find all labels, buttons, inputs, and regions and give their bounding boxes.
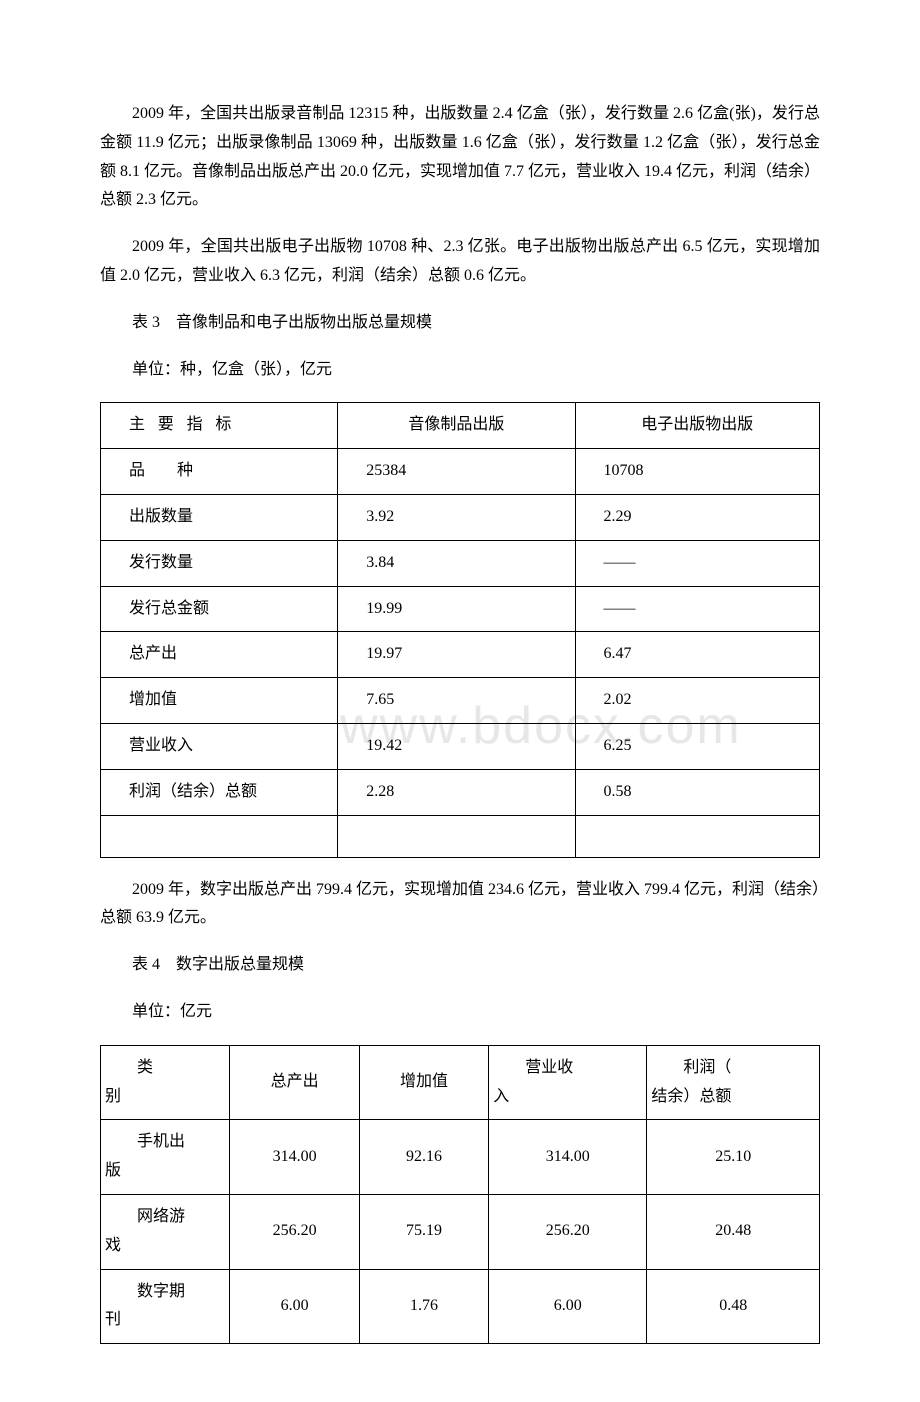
table-cell: 7.65 [338,678,575,724]
table-cell: 20.48 [647,1194,820,1269]
table-cell: 3.92 [338,494,575,540]
table-header-cell: 类 别 [101,1045,230,1120]
table-cell: 发行数量 [101,540,338,586]
table-cell: 6.00 [489,1269,647,1344]
table-cell: 出版数量 [101,494,338,540]
table-header-cell: 利润（ 结余）总额 [647,1045,820,1120]
table-cell: —— [575,586,819,632]
table-cell: 10708 [575,449,819,495]
table-cell: 品 种 [101,449,338,495]
cell-line1: 营业收 [493,1054,634,1083]
table-row: 手机出 版 314.00 92.16 314.00 25.10 [101,1120,820,1195]
table-row: 发行总金额 19.99 —— [101,586,820,632]
table-row: 网络游 戏 256.20 75.19 256.20 20.48 [101,1194,820,1269]
table-row: 利润（结余）总额 2.28 0.58 [101,769,820,815]
cell-line1: 利润（ [651,1054,807,1083]
table-cell: —— [575,540,819,586]
cell-line1: 网络游 [105,1203,217,1232]
table-row: 营业收入 19.42 6.25 [101,723,820,769]
table-cell: 网络游 戏 [101,1194,230,1269]
table-header-cell: 音像制品出版 [338,403,575,449]
table-cell: 256.20 [489,1194,647,1269]
table-cell: 总产出 [101,632,338,678]
table-row [101,815,820,857]
table-cell: 256.20 [230,1194,359,1269]
table-row: 总产出 19.97 6.47 [101,632,820,678]
table-cell: 19.42 [338,723,575,769]
table-cell: 25.10 [647,1120,820,1195]
cell-line2: 戏 [105,1232,217,1261]
cell-line2: 别 [105,1083,217,1112]
cell-line2: 刊 [105,1306,217,1335]
table-cell: 92.16 [359,1120,488,1195]
cell-line2: 版 [105,1157,217,1186]
table-cell: 2.28 [338,769,575,815]
table-cell: 数字期 刊 [101,1269,230,1344]
table-cell: 2.29 [575,494,819,540]
table-cell: 314.00 [489,1120,647,1195]
table-cell: 314.00 [230,1120,359,1195]
paragraph-1: 2009 年，全国共出版录音制品 12315 种，出版数量 2.4 亿盒（张），… [100,100,820,215]
table-cell: 增加值 [101,678,338,724]
table-row: 增加值 7.65 2.02 [101,678,820,724]
table-cell: 6.25 [575,723,819,769]
table3-title: 表 3 音像制品和电子出版物出版总量规模 [100,309,820,338]
table-cell: 0.58 [575,769,819,815]
table-cell: 19.97 [338,632,575,678]
table-cell: 19.99 [338,586,575,632]
table4-title: 表 4 数字出版总量规模 [100,951,820,980]
table-header-cell: 增加值 [359,1045,488,1120]
table-cell: 6.47 [575,632,819,678]
table-cell: 手机出 版 [101,1120,230,1195]
table-cell: 25384 [338,449,575,495]
cell-line2: 入 [493,1088,509,1105]
table-cell: 2.02 [575,678,819,724]
table-row: 类 别 总产出 增加值 营业收 入 利润（ 结余）总额 [101,1045,820,1120]
table-cell: 3.84 [338,540,575,586]
table-row: 主要指标 音像制品出版 电子出版物出版 [101,403,820,449]
table-cell: 营业收入 [101,723,338,769]
table-header-cell: 营业收 入 [489,1045,647,1120]
table-cell: 1.76 [359,1269,488,1344]
table-row: 数字期 刊 6.00 1.76 6.00 0.48 [101,1269,820,1344]
table4-unit: 单位：亿元 [100,998,820,1027]
table-header-cell: 总产出 [230,1045,359,1120]
table-cell: 发行总金额 [101,586,338,632]
table-row: 出版数量 3.92 2.29 [101,494,820,540]
table-cell: 利润（结余）总额 [101,769,338,815]
cell-line1: 类 [105,1054,217,1083]
table-header-cell: 主要指标 [101,403,338,449]
table-cell [338,815,575,857]
table-3: 主要指标 音像制品出版 电子出版物出版 品 种 25384 10708 出版数量… [100,402,820,857]
table-cell [101,815,338,857]
cell-line2: 结余）总额 [651,1088,731,1105]
table-header-cell: 电子出版物出版 [575,403,819,449]
paragraph-2: 2009 年，全国共出版电子出版物 10708 种、2.3 亿张。电子出版物出版… [100,233,820,291]
table-row: 发行数量 3.84 —— [101,540,820,586]
cell-line1: 手机出 [105,1128,217,1157]
paragraph-3: 2009 年，数字出版总产出 799.4 亿元，实现增加值 234.6 亿元，营… [100,876,820,934]
table-cell: 6.00 [230,1269,359,1344]
table-cell: 0.48 [647,1269,820,1344]
table3-unit: 单位：种，亿盒（张），亿元 [100,356,820,385]
table-cell: 75.19 [359,1194,488,1269]
table-row: 品 种 25384 10708 [101,449,820,495]
table-cell [575,815,819,857]
table-4: 类 别 总产出 增加值 营业收 入 利润（ 结余）总额 手机出 版 [100,1045,820,1344]
